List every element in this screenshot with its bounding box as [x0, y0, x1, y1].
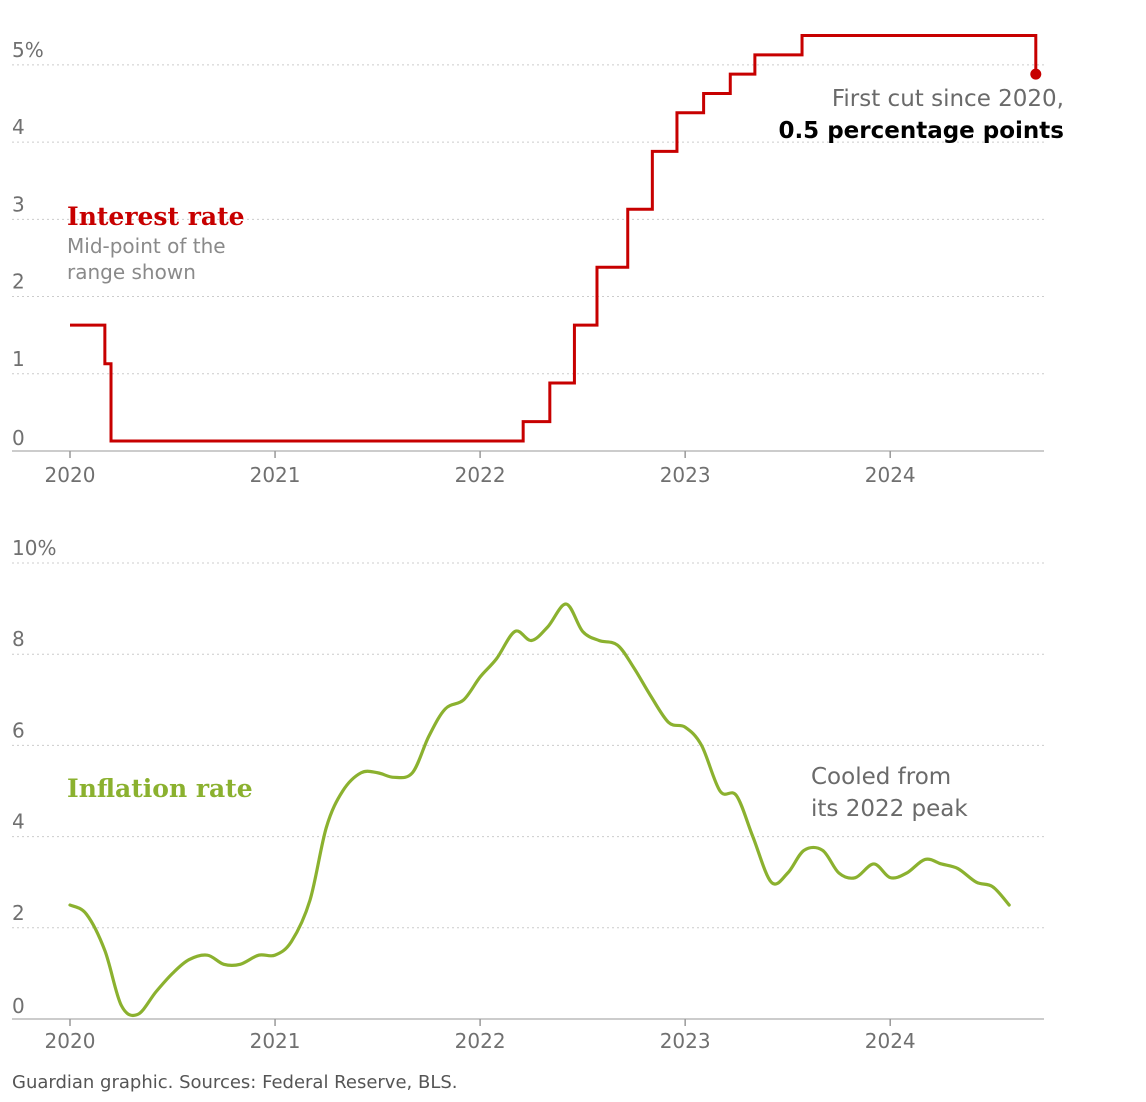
latest-rate-point [1030, 68, 1042, 80]
y-tick-label: 3 [12, 192, 25, 216]
x-tick-label: 2023 [660, 463, 711, 487]
interest-rate-x-tick-labels: 2020 2021 2022 2023 2024 [45, 451, 916, 487]
y-tick-label: 5% [12, 38, 44, 62]
y-tick-label: 2 [12, 901, 25, 925]
inflation-rate-gridlines [12, 562, 1044, 1020]
y-tick-label: 0 [12, 994, 25, 1018]
x-tick-label: 2020 [45, 1029, 96, 1053]
interest-rate-annotation-line-1: First cut since 2020, [832, 86, 1064, 112]
interest-rate-subtitle-line-1: Mid-point of the [67, 234, 226, 258]
y-tick-label: 4 [12, 115, 25, 139]
x-tick-label: 2023 [660, 1029, 711, 1053]
x-tick-label: 2024 [865, 1029, 916, 1053]
x-tick-label: 2022 [455, 1029, 506, 1053]
x-tick-label: 2024 [865, 463, 916, 487]
interest-rate-gridlines [12, 64, 1044, 452]
interest-rate-series [70, 34, 1042, 443]
inflation-rate-title: Inflation rate [67, 774, 253, 803]
y-tick-label: 4 [12, 810, 25, 834]
y-tick-label: 0 [12, 426, 25, 450]
interest-rate-chart: 0 1 2 3 4 5% 2020 2021 2022 2023 2024 Interest ra… [12, 34, 1064, 487]
inflation-rate-line [68, 602, 1011, 1018]
x-tick-label: 2022 [455, 463, 506, 487]
inflation-annotation-line-1: Cooled from [811, 764, 951, 790]
inflation-rate-y-tick-labels: 0 2 4 6 8 10% [12, 536, 56, 1018]
interest-rate-y-tick-labels: 0 1 2 3 4 5% [12, 38, 44, 450]
source-note: Guardian graphic. Sources: Federal Reser… [12, 1072, 458, 1093]
x-tick-label: 2021 [250, 1029, 301, 1053]
inflation-rate-series [68, 602, 1011, 1018]
x-tick-label: 2021 [250, 463, 301, 487]
interest-rate-subtitle-line-2: range shown [67, 260, 196, 284]
y-tick-label: 6 [12, 718, 25, 742]
y-tick-label: 8 [12, 627, 25, 651]
y-tick-label: 1 [12, 347, 25, 371]
y-tick-label: 10% [12, 536, 56, 560]
inflation-rate-chart: 0 2 4 6 8 10% 2020 2021 2022 2023 2024 Inflation … [12, 536, 1044, 1053]
interest-rate-line [70, 34, 1038, 443]
interest-rate-annotation-line-2: 0.5 percentage points [778, 118, 1064, 144]
inflation-rate-x-tick-labels: 2020 2021 2022 2023 2024 [45, 1019, 916, 1053]
y-tick-label: 2 [12, 270, 25, 294]
x-tick-label: 2020 [45, 463, 96, 487]
interest-rate-title: Interest rate [67, 202, 245, 231]
inflation-annotation-line-2: its 2022 peak [811, 796, 968, 822]
